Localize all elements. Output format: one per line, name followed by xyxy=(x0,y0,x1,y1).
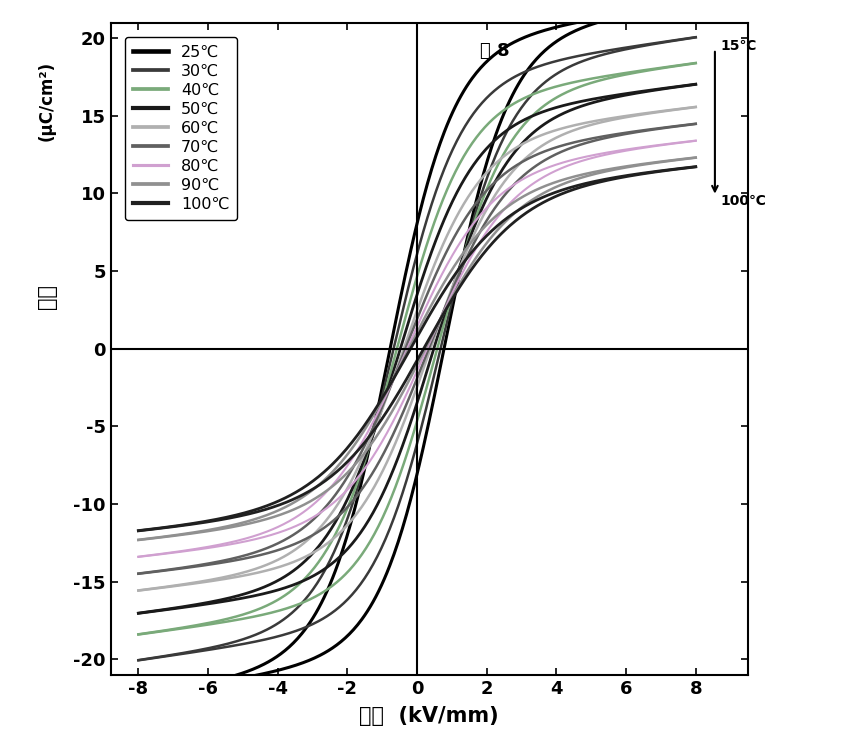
X-axis label: 电场  (kV/mm): 电场 (kV/mm) xyxy=(360,706,499,726)
Text: 15℃: 15℃ xyxy=(720,39,756,53)
Text: 极化: 极化 xyxy=(37,284,57,309)
Text: 100℃: 100℃ xyxy=(720,194,766,208)
Text: 图 8: 图 8 xyxy=(480,42,510,60)
Legend: 25℃, 30℃, 40℃, 50℃, 60℃, 70℃, 80℃, 90℃, 100℃: 25℃, 30℃, 40℃, 50℃, 60℃, 70℃, 80℃, 90℃, … xyxy=(125,37,237,220)
Text: (μC/cm²): (μC/cm²) xyxy=(37,61,56,141)
